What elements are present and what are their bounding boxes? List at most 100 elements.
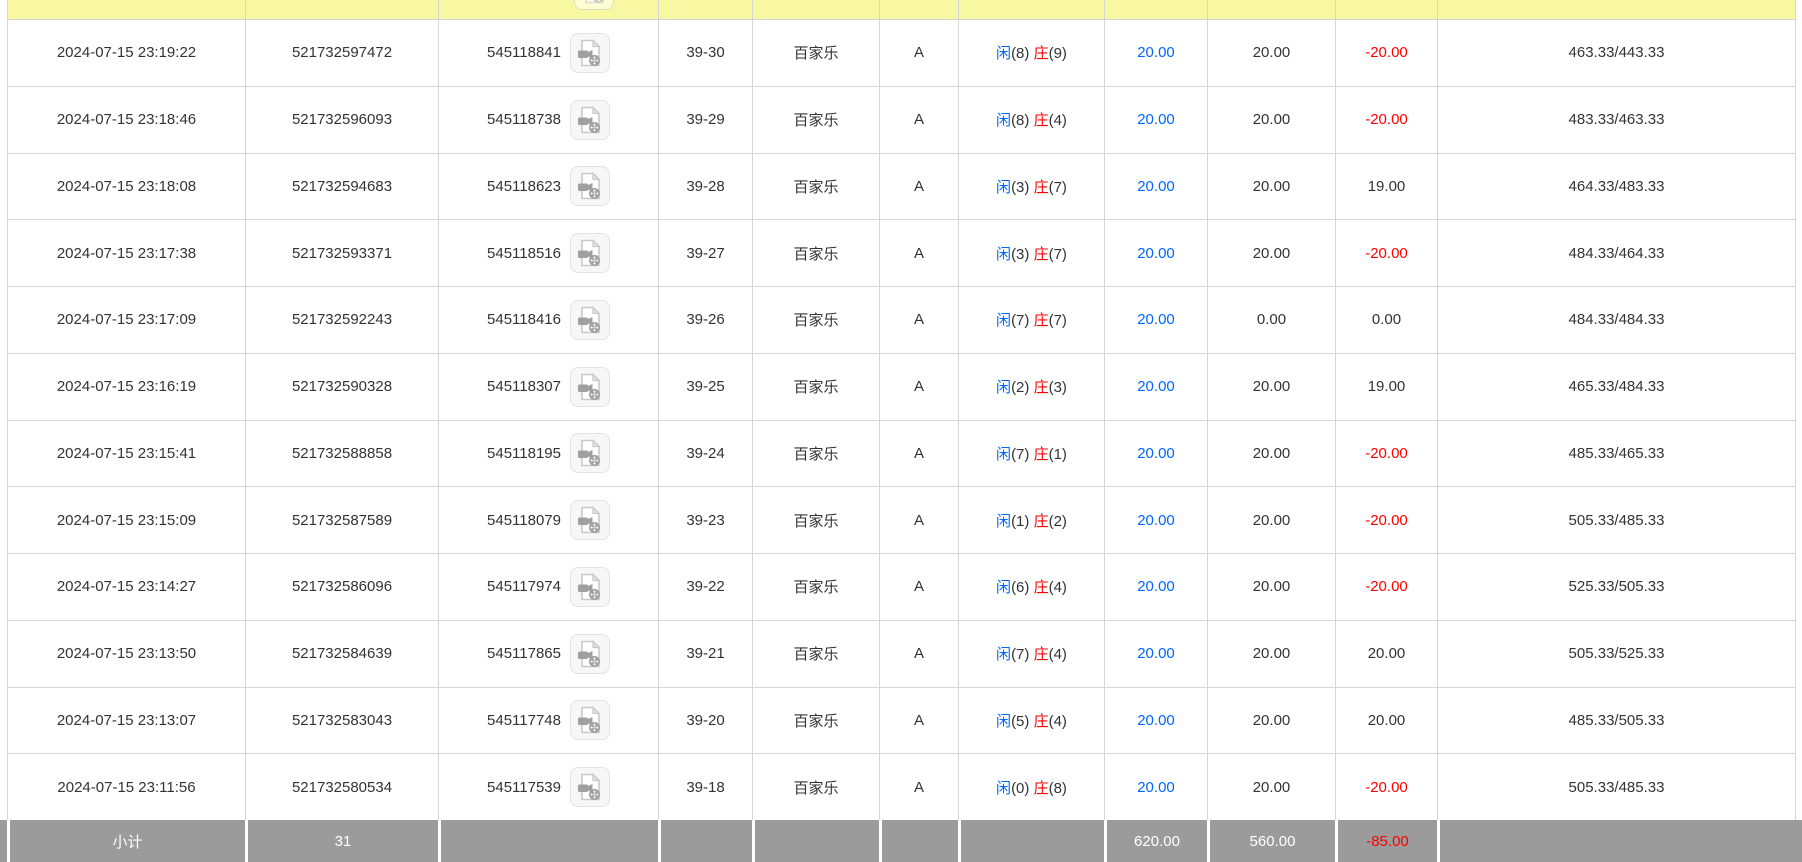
cell-bet-time: 2024-07-15 23:18:08 [7,152,246,221]
cell-order-id: 521732583043 [245,686,439,755]
cell-valid-amount: 20.00 [1207,753,1336,821]
cell-round: 39-27 [658,219,753,287]
cell-order-id: 521732586096 [245,553,439,621]
cell-game-id: 545118738 [438,85,659,154]
cell-balance: 484.33/484.33 [1437,286,1796,354]
cell-order-id: 521732597472 [245,19,439,87]
cell-win-loss: -20.00 [1335,753,1438,821]
cell-valid-amount: 20.00 [1207,419,1336,488]
cell-game-type: 百家乐 [752,753,880,821]
cell-result: 闲(3) 庄(7) [958,152,1105,221]
subtotal-count: 31 [245,820,438,862]
cell-order-id: 521732594683 [245,152,439,221]
cell-bet-amount: 20.00 [1104,352,1208,421]
cell-table: A [879,352,959,421]
cell-bet-amount: 20.00 [1104,19,1208,87]
cell-bet-amount: 20.00 [1104,419,1208,488]
video-replay-icon[interactable] [569,166,610,207]
video-replay-icon[interactable] [569,233,610,274]
footer-empty [1437,820,1802,862]
cell-balance: 464.33/483.33 [1437,152,1796,221]
cell-game-type: 百家乐 [752,286,880,354]
cell-balance: 485.33/505.33 [1437,686,1796,755]
cell-table: A [879,419,959,488]
video-replay-icon[interactable] [569,299,610,340]
subtotal-row: 小计 31 620.00 560.00 -85.00 [0,820,1802,862]
video-replay-icon[interactable] [569,700,610,741]
video-replay-icon[interactable] [569,566,610,607]
cell-bet-time: 2024-07-15 23:11:56 [7,753,246,821]
cell-win-loss: 19.00 [1335,152,1438,221]
cell-balance: 505.33/485.33 [1437,486,1796,554]
cell-bet-time: 2024-07-15 23:15:09 [7,486,246,554]
cell-valid-amount: 20.00 [1207,553,1336,621]
cell-win-loss: 19.00 [1335,352,1438,421]
cell-game-type: 百家乐 [752,486,880,554]
cell-result: 闲(7) 庄(4) [958,619,1105,688]
cell-table: A [879,553,959,621]
video-replay-icon[interactable] [569,366,610,407]
cell-order-id: 521732588858 [245,419,439,488]
cell-game-id: 545118841 [438,19,659,87]
cell-bet-time: 2024-07-15 23:17:38 [7,219,246,287]
cell-table: A [879,486,959,554]
cell-game-type: 百家乐 [752,553,880,621]
cell-result: 闲(8) 庄(4) [958,85,1105,154]
video-replay-icon[interactable] [569,767,610,808]
cell-balance: 484.33/464.33 [1437,219,1796,287]
cell [958,0,1105,20]
cell [7,0,246,20]
table-row: 2024-07-15 23:15:09 521732587589 5451180… [7,486,1796,554]
cell-order-id: 521732587589 [245,486,439,554]
video-replay-icon[interactable] [569,32,610,73]
cell-game-id: 545118195 [438,419,659,488]
cell-table: A [879,619,959,688]
cell-round: 39-24 [658,419,753,488]
cell-win-loss: 20.00 [1335,619,1438,688]
cell-round: 39-28 [658,152,753,221]
cell-valid-amount: 20.00 [1207,486,1336,554]
table-body: 2024-07-15 23:19:22 521732597472 5451188… [7,0,1796,821]
cell-round: 39-29 [658,85,753,154]
video-replay-icon[interactable] [569,99,610,140]
cell-bet-amount: 20.00 [1104,85,1208,154]
cell-game-type: 百家乐 [752,686,880,755]
cell-game-id: 545117539 [438,753,659,821]
cell-order-id: 521732584639 [245,619,439,688]
cell-bet-time: 2024-07-15 23:13:07 [7,686,246,755]
cell-balance: 525.33/505.33 [1437,553,1796,621]
cell-game-id: 545118307 [438,352,659,421]
cell-order-id: 521732580534 [245,753,439,821]
cell-win-loss: -20.00 [1335,85,1438,154]
video-replay-icon[interactable] [569,433,610,474]
cell-order-id: 521732592243 [245,286,439,354]
cell-round: 39-26 [658,286,753,354]
cell-table: A [879,286,959,354]
cell-table: A [879,219,959,287]
video-replay-icon[interactable] [569,500,610,541]
highlighted-row-partial [7,0,1796,20]
cell-game-id [438,0,659,20]
video-replay-icon[interactable] [573,0,614,10]
footer-empty [752,820,879,862]
cell-valid-amount: 20.00 [1207,686,1336,755]
cell-bet-time: 2024-07-15 23:17:09 [7,286,246,354]
cell-win-loss: -20.00 [1335,486,1438,554]
cell-game-id: 545117974 [438,553,659,621]
cell-result: 闲(7) 庄(1) [958,419,1105,488]
cell-bet-time: 2024-07-15 23:13:50 [7,619,246,688]
cell-bet-amount: 20.00 [1104,686,1208,755]
table-row: 2024-07-15 23:17:38 521732593371 5451185… [7,219,1796,287]
cell-game-type: 百家乐 [752,352,880,421]
cell-round: 39-25 [658,352,753,421]
table-row: 2024-07-15 23:13:07 521732583043 5451177… [7,686,1796,755]
table-row: 2024-07-15 23:15:41 521732588858 5451181… [7,419,1796,488]
cell-game-id: 545117748 [438,686,659,755]
video-replay-icon[interactable] [569,633,610,674]
cell-valid-amount: 20.00 [1207,352,1336,421]
cell-valid-amount: 20.00 [1207,219,1336,287]
cell [752,0,880,20]
cell-win-loss: 20.00 [1335,686,1438,755]
cell-bet-time: 2024-07-15 23:18:46 [7,85,246,154]
cell-round: 39-23 [658,486,753,554]
